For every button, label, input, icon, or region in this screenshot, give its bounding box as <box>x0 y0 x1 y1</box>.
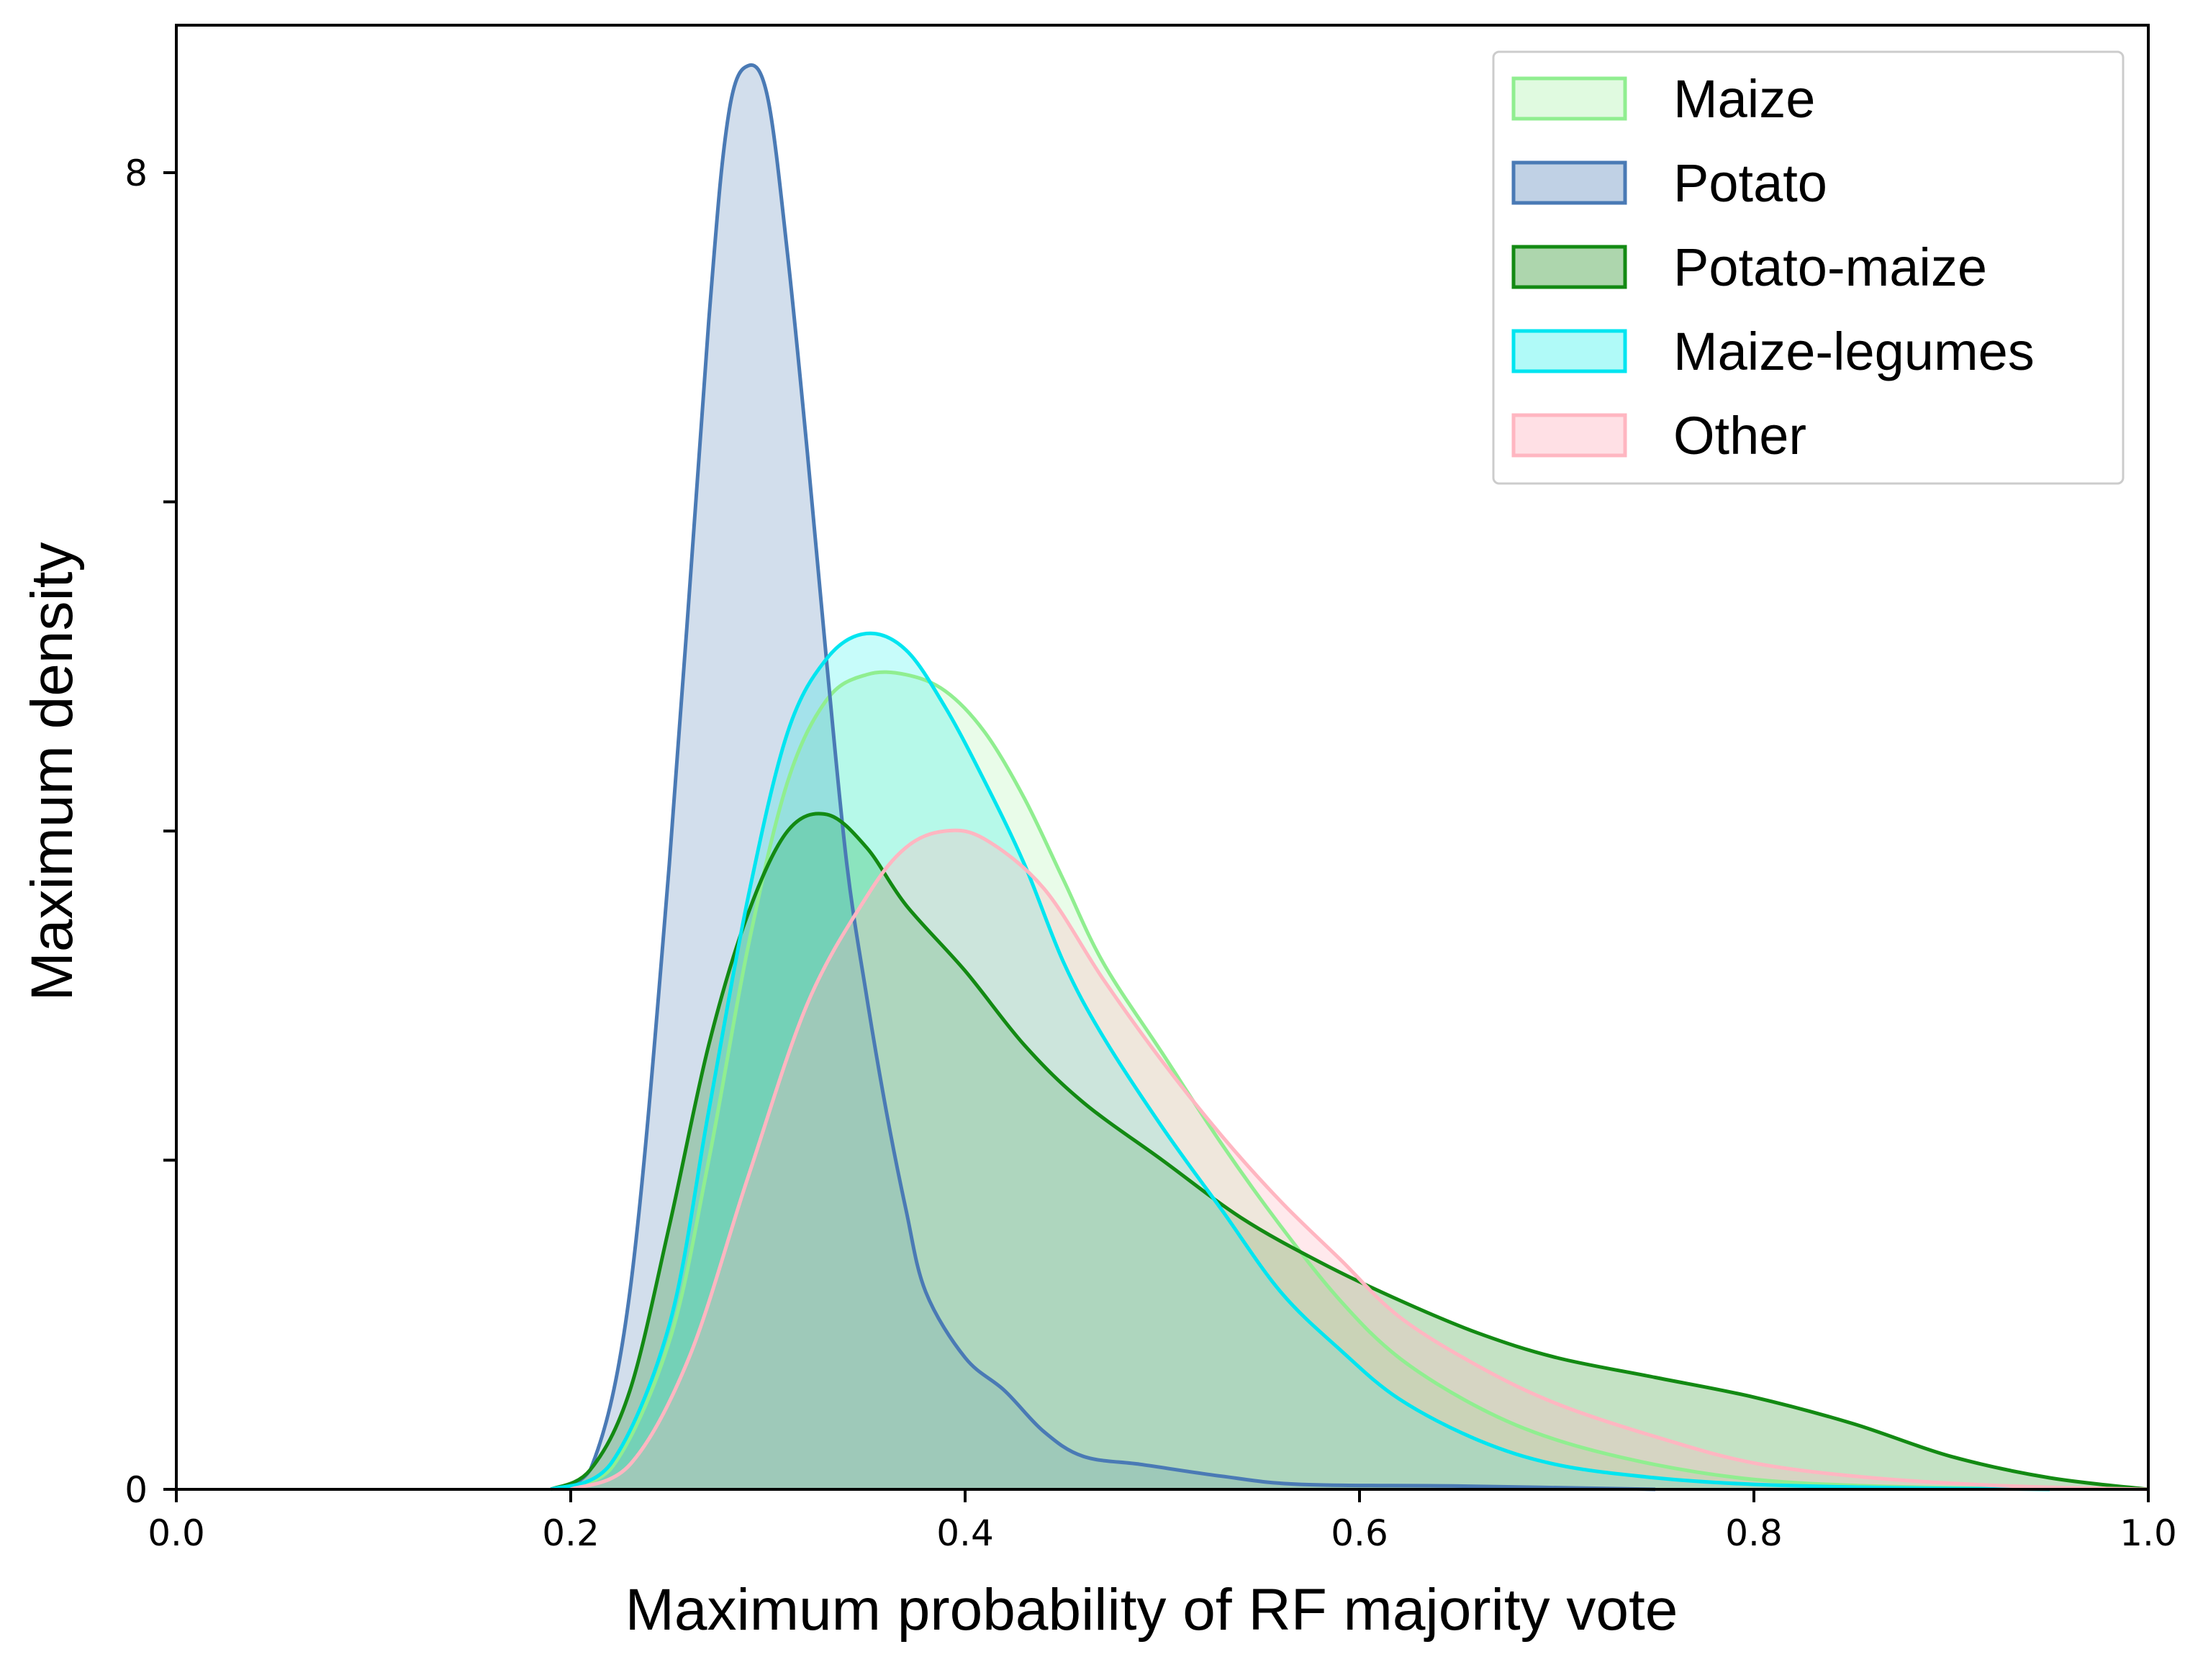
legend-swatch-potato <box>1511 160 1627 205</box>
legend-label-potato: Potato <box>1673 153 1827 213</box>
x-tick-label: 0.8 <box>1725 1512 1783 1554</box>
series-other-fill <box>571 830 2148 1489</box>
series-potato-maize-line <box>550 812 2149 1491</box>
series-potato-maize-fill <box>551 813 2148 1489</box>
series-layer <box>550 63 2149 1491</box>
series-maize-fill <box>551 672 2050 1489</box>
x-tick-label: 1.0 <box>2120 1512 2177 1554</box>
y-axis-label: Maximum density <box>19 542 85 1002</box>
legend-label-maize: Maize <box>1673 69 1815 129</box>
x-axis-label: Maximum probability of RF majority vote <box>625 1577 1678 1643</box>
x-tick-label: 0.6 <box>1331 1512 1388 1554</box>
legend-swatch-potato-maize <box>1511 245 1627 289</box>
x-tick-label: 0.2 <box>542 1512 600 1554</box>
series-other-line <box>570 828 2149 1491</box>
series-maize-legumes-fill <box>551 633 2050 1489</box>
legend-swatch-other <box>1511 413 1627 458</box>
x-axis: 0.0 0.2 0.4 0.6 0.8 1.0 <box>148 1489 2177 1554</box>
x-tick-label: 0.0 <box>148 1512 205 1554</box>
series-maize-legumes-line <box>550 631 2050 1491</box>
series-potato-line <box>550 63 1656 1491</box>
legend-label-potato-maize: Potato-maize <box>1673 237 1987 297</box>
legend-swatch-maize-legumes <box>1511 329 1627 373</box>
series-maize-line <box>550 670 2050 1491</box>
series-potato-fill <box>551 65 1655 1489</box>
legend: Maize Potato Potato-maize Maize-legumes Othe… <box>1492 50 2125 485</box>
x-tick-label: 0.4 <box>936 1512 994 1554</box>
plot-frame <box>175 24 2150 1491</box>
y-tick-label: 8 <box>125 153 148 194</box>
legend-box <box>1492 50 2125 485</box>
legend-swatch-maize <box>1511 76 1627 121</box>
legend-label-maize-legumes: Maize-legumes <box>1673 322 2035 381</box>
legend-label-other: Other <box>1673 406 1806 466</box>
y-tick-label: 0 <box>125 1469 148 1511</box>
y-axis: 08 <box>125 153 176 1511</box>
